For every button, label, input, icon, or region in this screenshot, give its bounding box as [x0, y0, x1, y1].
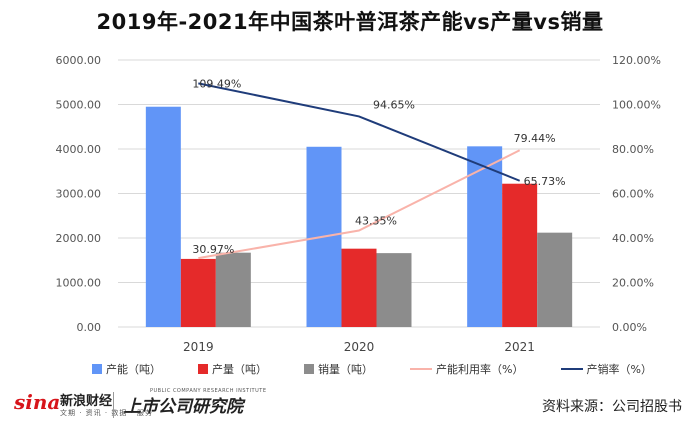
y-left-tick-label: 5000.00	[56, 99, 102, 112]
line-data-label: 43.35%	[355, 215, 397, 228]
bar-3-2021	[537, 232, 573, 327]
legend-item-5: 产销率（%）	[560, 360, 652, 378]
line-series-2	[198, 82, 521, 182]
line-series-1	[198, 149, 521, 260]
legend-item-2: 产量（吨）	[198, 360, 267, 378]
legend-swatch	[560, 368, 583, 370]
bar-3-2020	[376, 253, 412, 327]
legend-swatch	[304, 364, 315, 374]
bar-1-2019	[145, 106, 181, 327]
chart-plot: 0.00 1000.00 2000.00 3000.00 4000.00 5000.00 6…	[56, 54, 661, 354]
chart-title: 2019年-2021年中国茶叶普洱茶产能vs产量vs销量	[96, 10, 604, 34]
legend-label: 产能（吨）	[106, 363, 161, 376]
y-left-tick-label: 1000.00	[56, 277, 102, 290]
sina-finance-subtitle: 文期 · 资讯 · 数据 · 服务	[60, 409, 154, 417]
line-data-label: 65.73%	[524, 175, 566, 188]
x-tick-label: 2019	[183, 340, 214, 354]
legend-label: 销量（吨）	[318, 363, 374, 376]
line-data-label: 79.44%	[514, 132, 556, 145]
legend-item-3: 销量（吨）	[304, 360, 373, 378]
sina-logo: sina	[14, 390, 61, 414]
bar-1-2021	[467, 146, 503, 327]
legend-label: 产量（吨）	[212, 363, 268, 376]
footer: sina 新浪财经 文期 · 资讯 · 数据 · 服务 上市公司研究院 PUBL…	[0, 388, 700, 428]
y-right-tick-label: 0.00%	[612, 321, 647, 334]
data-source-note: 资料来源：公司招股书	[542, 399, 682, 415]
y-right-tick-label: 60.00%	[612, 188, 654, 201]
legend-item-1: 产能（吨）	[92, 360, 161, 378]
legend-label: 产能利用率（%）	[436, 363, 524, 376]
legend-swatch	[410, 368, 433, 370]
bar-3-2019	[215, 252, 251, 327]
y-left-tick-label: 4000.00	[56, 143, 102, 156]
chart-legend: 产能（吨） 产量（吨） 销量（吨） 产能利用率（%） 产销率（%）	[92, 360, 652, 378]
sina-finance-logo-text: 新浪财经	[60, 394, 113, 409]
line-data-label: 109.49%	[192, 77, 241, 90]
y-right-tick-label: 120.00%	[612, 54, 661, 67]
y-left-tick-label: 3000.00	[56, 188, 102, 201]
y-left-tick-label: 2000.00	[56, 232, 102, 245]
y-right-tick-label: 80.00%	[612, 143, 654, 156]
line-data-label: 30.97%	[192, 243, 234, 256]
legend-item-4: 产能利用率（%）	[410, 360, 524, 378]
bar-2-2021	[502, 183, 538, 327]
x-tick-label: 2021	[504, 340, 535, 354]
legend-swatch	[198, 364, 209, 374]
y-right-tick-label: 100.00%	[612, 99, 661, 112]
institute-logo: 上市公司研究院	[124, 397, 243, 417]
logo-divider	[113, 392, 114, 418]
y-right-tick-label: 20.00%	[612, 277, 654, 290]
bar-2-2019	[180, 258, 216, 327]
x-tick-label: 2020	[344, 340, 375, 354]
y-left-tick-label: 6000.00	[56, 54, 102, 67]
y-right-tick-label: 40.00%	[612, 232, 654, 245]
line-data-label: 94.65%	[373, 98, 415, 111]
y-left-tick-label: 0.00	[77, 321, 102, 334]
legend-label: 产销率（%）	[586, 363, 652, 376]
bar-2-2020	[341, 248, 377, 327]
institute-logo-english: PUBLIC COMPANY RESEARCH INSTITUTE	[150, 388, 267, 394]
legend-swatch	[92, 364, 102, 374]
